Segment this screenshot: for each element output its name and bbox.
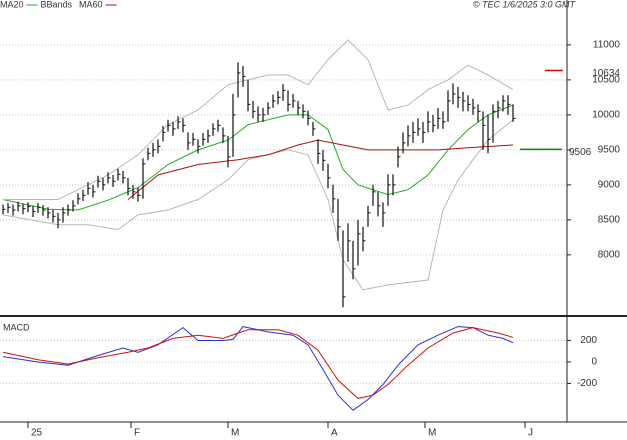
indicator-line xyxy=(2,119,514,291)
x-tick-label: A xyxy=(331,428,338,439)
x-tick-label: 25 xyxy=(31,428,43,439)
reference-label: 9506 xyxy=(569,147,592,158)
y-tick-label: 200 xyxy=(580,335,597,346)
y-tick-label: -200 xyxy=(577,378,597,389)
x-tick-label: J xyxy=(528,428,533,439)
y-tick-label: 9500 xyxy=(598,144,621,155)
legend-label: MA20 xyxy=(0,0,24,9)
y-tick-label: 9000 xyxy=(598,179,621,190)
y-tick-label: 10500 xyxy=(592,75,620,86)
macd-line xyxy=(2,326,514,411)
y-tick-label: 8000 xyxy=(598,249,621,260)
x-tick-label: M xyxy=(231,428,239,439)
x-tick-label: F xyxy=(134,428,140,439)
legend-label: BBands xyxy=(41,0,73,9)
indicator-line xyxy=(3,39,514,200)
x-tick-label: M xyxy=(428,428,436,439)
y-tick-label: 0 xyxy=(591,357,597,368)
reference-label: 10634 xyxy=(592,68,620,79)
y-tick-label: 8500 xyxy=(598,214,621,225)
macd-line xyxy=(2,327,514,399)
y-tick-label: 11000 xyxy=(593,40,621,51)
y-tick-label: 10000 xyxy=(592,110,620,121)
macd-title: MACD xyxy=(3,322,30,332)
legend-label: MA60 xyxy=(79,0,103,9)
copyright: © TEC 1/6/2025 3:0 GMT xyxy=(473,0,577,9)
